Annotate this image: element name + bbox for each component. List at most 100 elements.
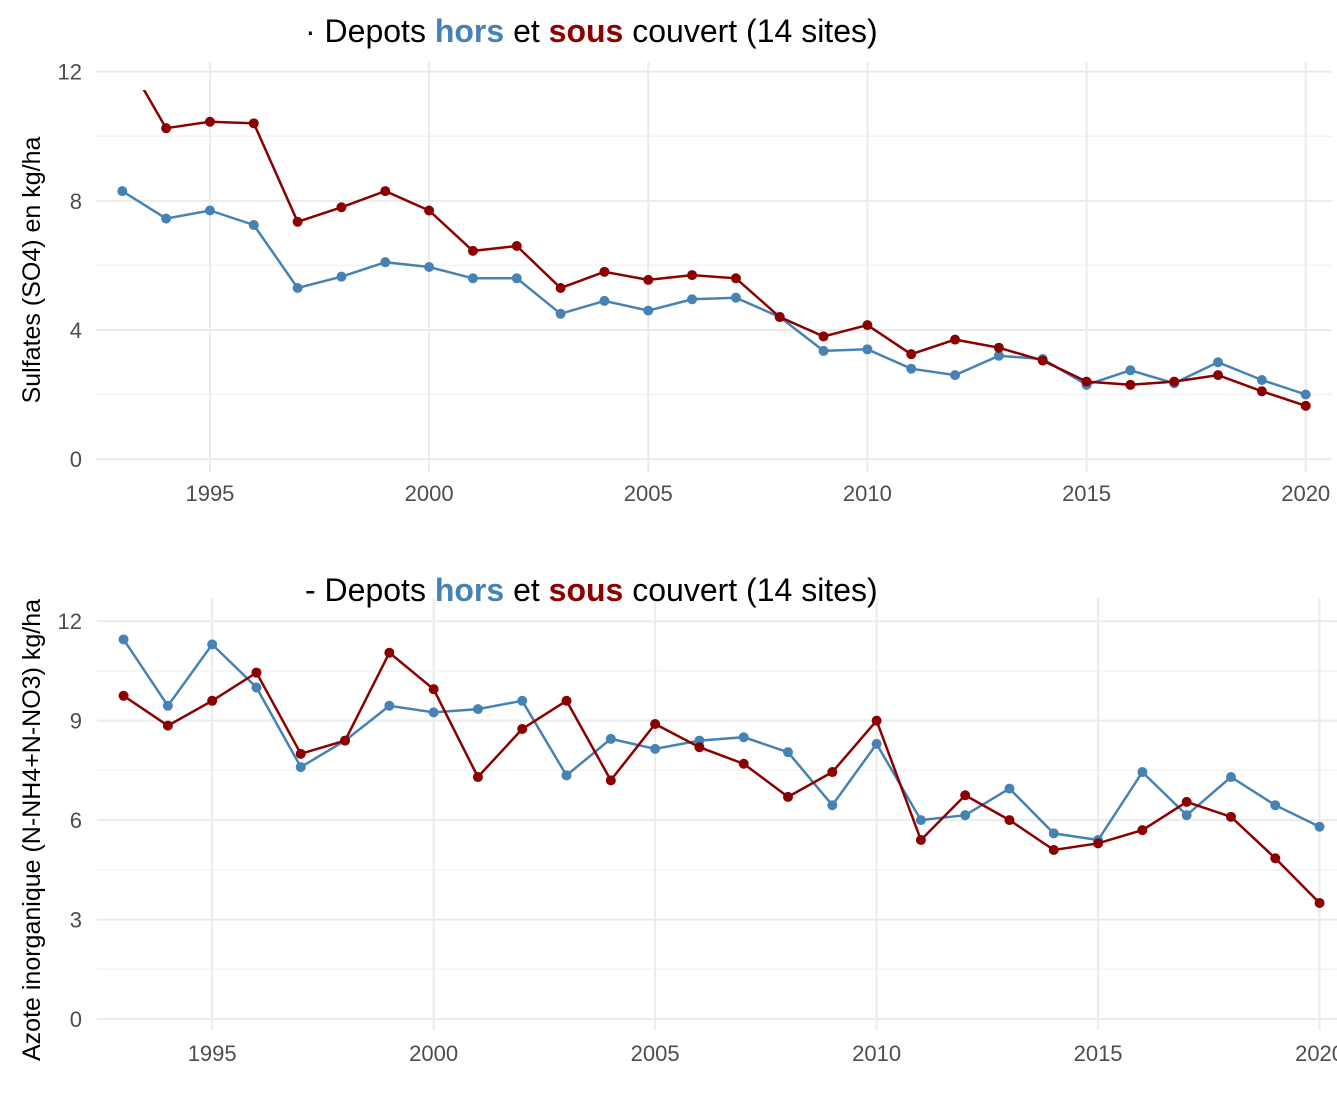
data-point: [738, 758, 749, 769]
data-point: [1181, 810, 1192, 821]
data-point: [118, 634, 129, 645]
data-point: [561, 695, 572, 706]
data-point: [292, 216, 303, 227]
data-point: [1125, 365, 1136, 376]
series-line: [122, 638, 1321, 842]
panel: 0 4 8 12 1995 2000 2005 2010 2015 2020 · Depots ho…: [18, 13, 1332, 506]
y-tick-label: 9: [70, 709, 82, 734]
data-point: [1314, 898, 1325, 909]
data-point: [295, 762, 306, 773]
data-point: [561, 770, 572, 781]
data-point: [1270, 800, 1281, 811]
y-tick-label: 0: [70, 1007, 82, 1032]
y-axis-title: Azote inorganique (N-NH4+N-NO3) kg/ha: [18, 599, 46, 1061]
data-point: [384, 700, 395, 711]
data-point: [1048, 844, 1059, 855]
data-point: [818, 331, 829, 342]
data-point: [993, 350, 1004, 361]
data-point: [862, 344, 873, 355]
data-point: [204, 205, 215, 216]
data-point: [118, 690, 129, 701]
title-text: couvert (14 sites): [623, 13, 877, 49]
data-point: [424, 205, 435, 216]
data-point: [1125, 379, 1136, 390]
data-point: [1169, 376, 1180, 387]
data-point: [292, 282, 303, 293]
y-tick-label: 3: [70, 908, 82, 933]
data-point: [1300, 400, 1311, 411]
data-point: [1137, 825, 1148, 836]
data-point: [871, 715, 882, 726]
data-point: [1093, 838, 1104, 849]
data-point: [605, 775, 616, 786]
data-point: [295, 748, 306, 759]
data-point: [993, 342, 1004, 353]
x-tick-label: 2010: [843, 481, 892, 506]
y-tick-label: 6: [70, 808, 82, 833]
data-point: [1314, 821, 1325, 832]
data-point: [1004, 783, 1015, 794]
data-point: [783, 791, 794, 802]
series-line: [142, 90, 1307, 407]
chart-title: · Depots hors et sous couvert (14 sites): [305, 13, 878, 49]
title-text: et: [504, 572, 548, 608]
data-point: [1225, 811, 1236, 822]
data-point: [950, 370, 961, 381]
data-point: [161, 213, 172, 224]
data-point: [906, 349, 917, 360]
data-point: [1181, 796, 1192, 807]
data-point: [511, 273, 522, 284]
title-text: · Depots: [305, 13, 435, 49]
y-tick-label: 4: [70, 318, 82, 343]
data-point: [694, 742, 705, 753]
data-point: [424, 262, 435, 272]
data-point: [1300, 389, 1311, 400]
title-series-name: sous: [549, 572, 624, 608]
x-tick-label: 2020: [1295, 1041, 1337, 1066]
data-point: [950, 334, 961, 345]
data-point: [162, 720, 173, 731]
x-tick-label: 2005: [631, 1041, 680, 1066]
data-point: [1270, 853, 1281, 864]
x-tick-label: 2000: [405, 481, 454, 506]
data-point: [117, 47, 127, 57]
data-point: [1004, 815, 1015, 826]
data-point: [960, 810, 971, 821]
data-point: [467, 245, 478, 256]
data-point: [906, 363, 917, 374]
data-point: [204, 116, 215, 127]
chart-title: - Depots hors et sous couvert (14 sites): [305, 572, 878, 608]
data-point: [738, 732, 749, 743]
data-point: [1225, 772, 1236, 783]
series-line: [122, 650, 1321, 904]
panel: 0 3 6 9 12 1995 2000 2005 2010 2015 2020 - Depots h…: [18, 572, 1337, 1066]
data-point: [380, 257, 391, 268]
data-point: [915, 815, 926, 826]
x-tick-label: 2010: [852, 1041, 901, 1066]
data-point: [517, 695, 528, 706]
title-text: couvert (14 sites): [623, 572, 877, 608]
data-point: [336, 271, 347, 282]
data-point: [207, 639, 218, 650]
y-axis-title: Sulfates (SO4) en kg/ha: [18, 137, 46, 404]
data-point: [1256, 374, 1267, 385]
data-point: [643, 305, 654, 316]
data-point: [380, 186, 391, 197]
y-tick-label: 12: [58, 60, 82, 85]
x-tick-label: 2005: [624, 481, 673, 506]
data-point: [251, 667, 262, 678]
data-point: [605, 733, 616, 744]
data-point: [1081, 376, 1092, 387]
data-point: [340, 735, 351, 746]
y-tick-label: 8: [70, 189, 82, 214]
title-series-name: hors: [435, 572, 504, 608]
x-tick-label: 2000: [409, 1041, 458, 1066]
data-point: [555, 308, 566, 319]
data-point: [915, 835, 926, 846]
data-point: [871, 738, 882, 749]
data-point: [1048, 828, 1059, 839]
data-point: [643, 274, 654, 285]
title-series-name: hors: [435, 13, 504, 49]
x-tick-label: 2015: [1062, 481, 1111, 506]
data-point: [517, 723, 528, 734]
